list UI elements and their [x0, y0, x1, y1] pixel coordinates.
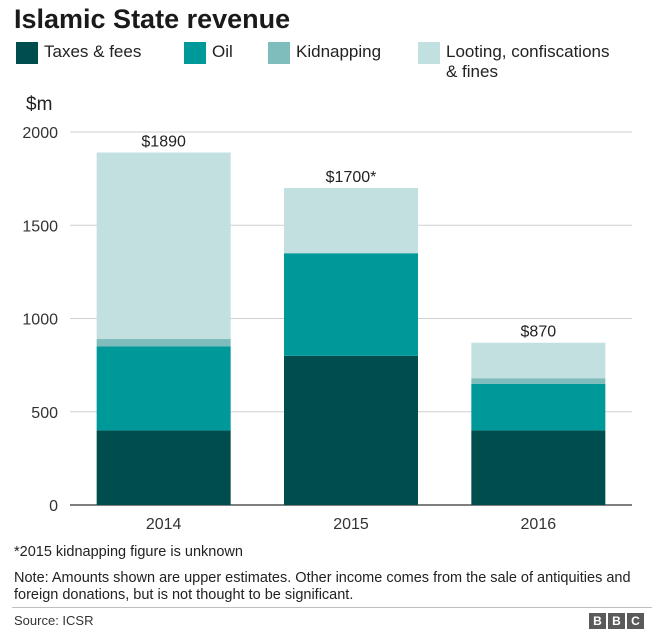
bar-segment-oil-2016 — [471, 383, 606, 431]
legend-label-looting: Looting, confiscations & fines — [446, 42, 610, 82]
legend-label-kidnapping: Kidnapping — [296, 42, 382, 61]
bar-segment-oil-2015 — [284, 253, 418, 356]
bbc-logo-letter: B — [589, 613, 606, 629]
stacked-bar-chart: $m 0 500 1000 1500 2000 $1890 2014 $1700* 2015 $… — [22, 94, 632, 530]
bar-segment-looting-2014 — [96, 152, 231, 340]
bar-segment-kidnapping-2014 — [96, 339, 231, 347]
legend-label-looting-line2: & fines — [446, 62, 498, 81]
y-tick-label: 0 — [49, 498, 58, 515]
legend-swatch-kidnapping — [268, 42, 290, 64]
legend-swatch-oil — [184, 42, 206, 64]
legend-item-oil: Oil — [184, 42, 233, 64]
bbc-logo-letter: B — [608, 613, 625, 629]
footer-divider — [12, 607, 652, 608]
bbc-logo: B B C — [589, 613, 644, 629]
bar-segment-taxes-2014 — [96, 430, 231, 505]
legend: Taxes & fees Oil Kidnapping Looting, con… — [16, 42, 656, 86]
legend-item-kidnapping: Kidnapping — [268, 42, 381, 64]
footnote: *2015 kidnapping figure is unknown — [14, 544, 243, 560]
legend-item-taxes: Taxes & fees — [16, 42, 141, 64]
x-tick-label: 2015 — [333, 516, 369, 530]
x-tick-label: 2014 — [146, 516, 182, 530]
note: Note: Amounts shown are upper estimates.… — [14, 570, 631, 603]
legend-swatch-looting — [418, 42, 440, 64]
legend-label-oil: Oil — [212, 42, 233, 61]
y-axis-label: $m — [26, 94, 52, 115]
bar-segment-taxes-2015 — [284, 355, 418, 505]
legend-label-taxes: Taxes & fees — [44, 42, 142, 61]
bar-segment-looting-2016 — [471, 342, 606, 379]
bar-total-label: $870 — [521, 324, 557, 341]
bar-segment-kidnapping-2016 — [471, 378, 606, 384]
bar-total-label: $1700* — [326, 169, 377, 186]
legend-swatch-taxes — [16, 42, 38, 64]
bbc-logo-letter: C — [627, 613, 644, 629]
x-tick-label: 2016 — [521, 516, 557, 530]
bar-segment-oil-2014 — [96, 346, 231, 431]
chart-title: Islamic State revenue — [14, 4, 291, 34]
legend-item-looting: Looting, confiscations & fines — [418, 42, 610, 82]
source-text: Source: ICSR — [14, 613, 94, 628]
bar-total-label: $1890 — [141, 134, 186, 151]
legend-label-looting-line1: Looting, confiscations — [446, 42, 610, 61]
y-tick-label: 500 — [31, 405, 58, 422]
bar-segment-looting-2015 — [284, 187, 418, 254]
y-tick-label: 1500 — [22, 218, 58, 235]
y-tick-label: 2000 — [22, 125, 58, 142]
bar-segment-taxes-2016 — [471, 430, 606, 505]
y-tick-label: 1000 — [22, 312, 58, 329]
